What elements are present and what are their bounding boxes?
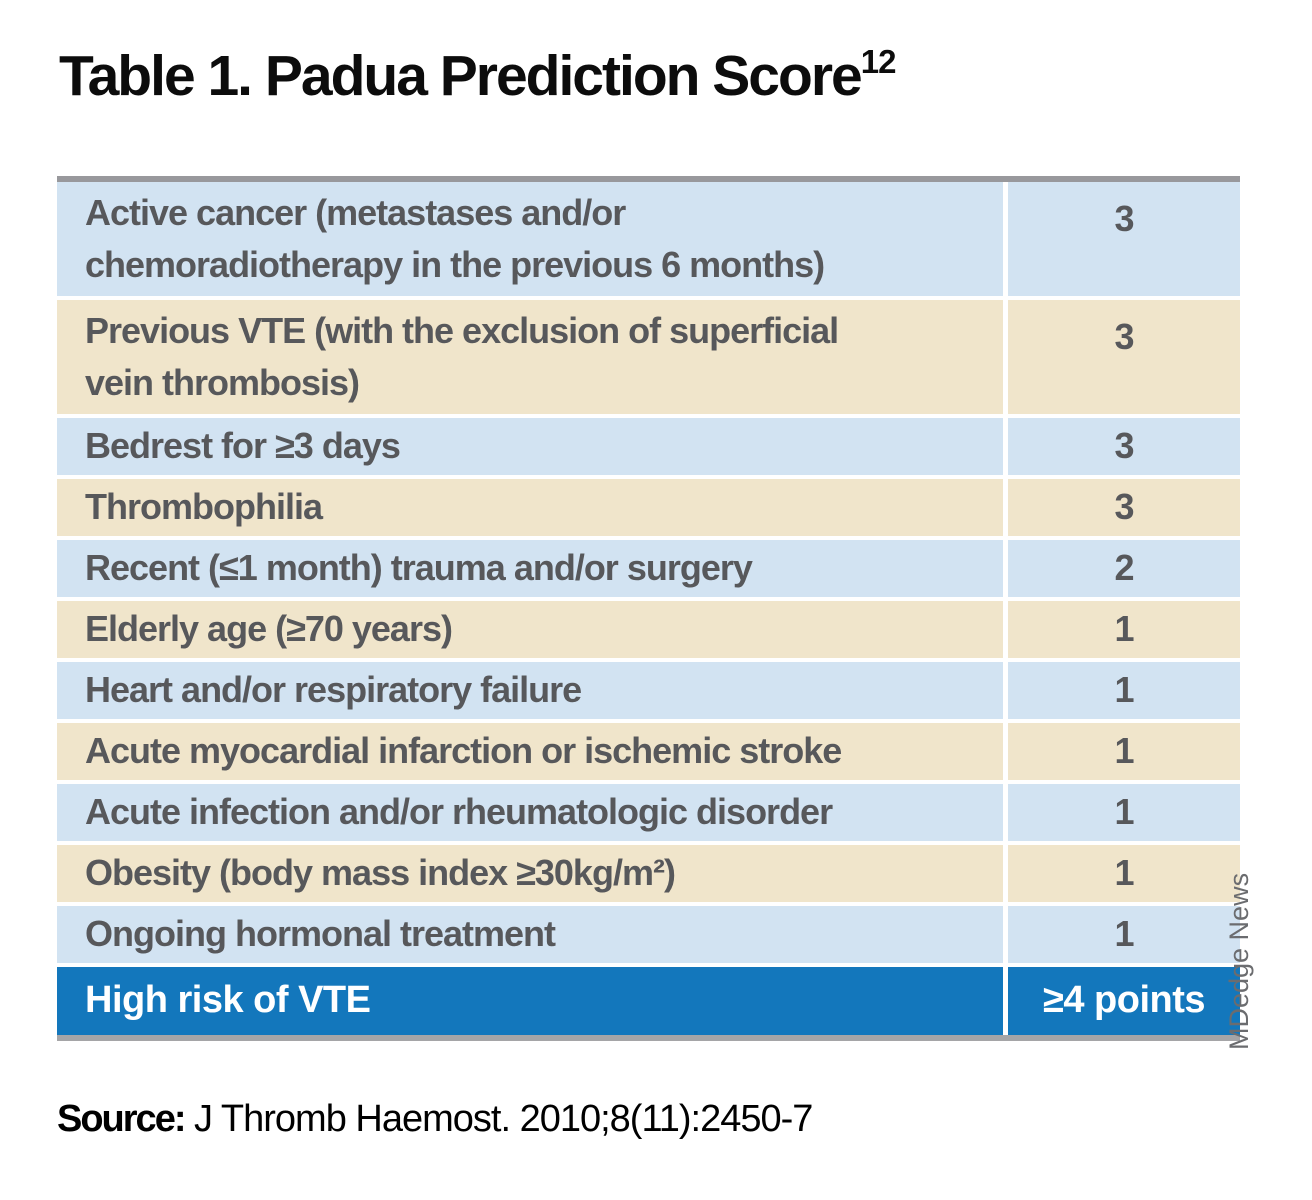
- points-value: 1: [1008, 906, 1240, 963]
- table-title: Table 1. Padua Prediction Score12: [59, 45, 896, 105]
- table-top-border: [57, 176, 1240, 182]
- risk-factor-label: Previous VTE (with the exclusion of supe…: [57, 300, 1003, 414]
- table-row: Active cancer (metastases and/or chemora…: [57, 182, 1240, 296]
- source-prefix: Source:: [57, 1098, 186, 1140]
- mdedge-news-credit: MDedge News: [1224, 872, 1254, 1050]
- risk-factor-label: Acute infection and/or rheumatologic dis…: [57, 784, 1003, 841]
- risk-factor-label: Obesity (body mass index ≥30kg/m²): [57, 845, 1003, 902]
- risk-factor-label: Active cancer (metastases and/or chemora…: [57, 182, 1003, 296]
- risk-factor-label: Bedrest for ≥3 days: [57, 418, 1003, 475]
- points-value: 1: [1008, 601, 1240, 658]
- table-row: Elderly age (≥70 years) 1: [57, 601, 1240, 658]
- table-row: Acute myocardial infarction or ischemic …: [57, 723, 1240, 780]
- source-citation: Source: J Thromb Haemost. 2010;8(11):245…: [57, 1098, 813, 1141]
- points-value: 3: [1008, 300, 1240, 414]
- padua-score-table: Active cancer (metastases and/or chemora…: [57, 176, 1240, 1041]
- points-value: 1: [1008, 662, 1240, 719]
- risk-factor-label: Thrombophilia: [57, 479, 1003, 536]
- table-row: Ongoing hormonal treatment 1: [57, 906, 1240, 963]
- table-row: Bedrest for ≥3 days 3: [57, 418, 1240, 475]
- points-value: 1: [1008, 784, 1240, 841]
- points-value: 1: [1008, 723, 1240, 780]
- table-row: Recent (≤1 month) trauma and/or surgery …: [57, 540, 1240, 597]
- table-row: Obesity (body mass index ≥30kg/m²) 1: [57, 845, 1240, 902]
- points-value: 3: [1008, 418, 1240, 475]
- high-risk-summary-row: High risk of VTE ≥4 points: [57, 967, 1240, 1035]
- high-risk-points: ≥4 points: [1008, 967, 1240, 1035]
- points-value: 1: [1008, 845, 1240, 902]
- points-value: 2: [1008, 540, 1240, 597]
- table-title-superscript: 12: [860, 43, 897, 80]
- table-row: Previous VTE (with the exclusion of supe…: [57, 300, 1240, 414]
- table-row: Acute infection and/or rheumatologic dis…: [57, 784, 1240, 841]
- risk-factor-label: Elderly age (≥70 years): [57, 601, 1003, 658]
- table-row: Thrombophilia 3: [57, 479, 1240, 536]
- high-risk-label: High risk of VTE: [57, 967, 1003, 1035]
- table-title-text: Table 1. Padua Prediction Score: [59, 44, 863, 108]
- risk-factor-label: Ongoing hormonal treatment: [57, 906, 1003, 963]
- points-value: 3: [1008, 182, 1240, 296]
- table-row: Heart and/or respiratory failure 1: [57, 662, 1240, 719]
- risk-factor-label: Recent (≤1 month) trauma and/or surgery: [57, 540, 1003, 597]
- table-bottom-shadow: [57, 1035, 1240, 1041]
- source-text: J Thromb Haemost. 2010;8(11):2450-7: [184, 1098, 813, 1140]
- risk-factor-label: Acute myocardial infarction or ischemic …: [57, 723, 1003, 780]
- points-value: 3: [1008, 479, 1240, 536]
- risk-factor-label: Heart and/or respiratory failure: [57, 662, 1003, 719]
